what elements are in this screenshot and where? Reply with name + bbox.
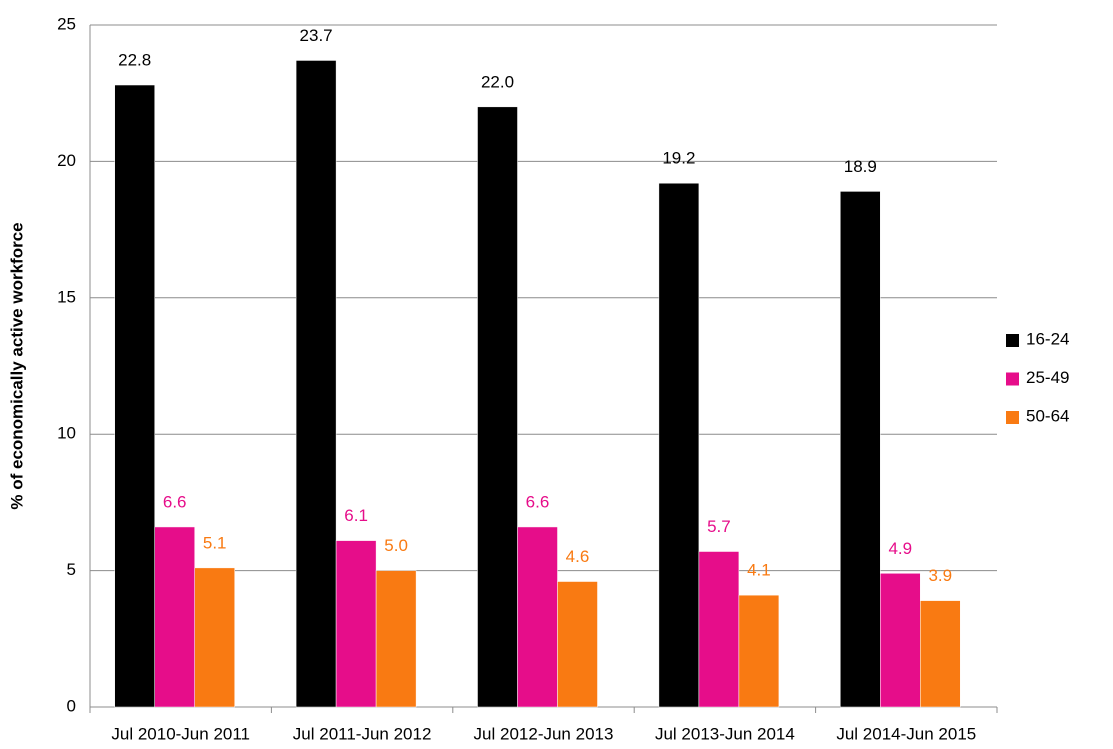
data-label: 4.1 bbox=[747, 561, 771, 580]
bar bbox=[517, 526, 558, 708]
data-label: 22.0 bbox=[481, 72, 514, 91]
y-tick-label: 10 bbox=[57, 424, 76, 443]
bar bbox=[154, 526, 195, 708]
bar bbox=[335, 540, 377, 708]
bar bbox=[698, 551, 740, 708]
y-tick-label: 15 bbox=[57, 287, 76, 306]
x-tick-label: Jul 2011-Jun 2012 bbox=[293, 724, 432, 743]
x-tick-label: Jul 2012-Jun 2013 bbox=[474, 724, 614, 743]
data-label: 6.6 bbox=[163, 492, 187, 511]
y-tick-label: 25 bbox=[57, 14, 76, 33]
bar bbox=[738, 594, 780, 708]
bar bbox=[114, 84, 155, 708]
bar bbox=[880, 573, 921, 708]
data-label: 3.9 bbox=[928, 566, 952, 585]
y-tick-label: 5 bbox=[67, 560, 76, 579]
legend-label: 16-24 bbox=[1026, 329, 1069, 348]
bar bbox=[920, 600, 961, 708]
data-label: 5.0 bbox=[384, 536, 408, 555]
y-tick-label: 0 bbox=[67, 696, 76, 715]
legend-label: 25-49 bbox=[1026, 368, 1069, 387]
legend-swatch bbox=[1006, 372, 1019, 386]
bar bbox=[194, 567, 235, 708]
data-label: 5.7 bbox=[707, 517, 731, 536]
y-axis-label: % of economically active workforce bbox=[7, 222, 26, 509]
data-label: 18.9 bbox=[844, 157, 877, 176]
legend-label: 50-64 bbox=[1026, 406, 1069, 425]
x-tick-label: Jul 2014-Jun 2015 bbox=[836, 724, 976, 743]
bar bbox=[375, 570, 417, 708]
bar bbox=[840, 191, 881, 708]
data-label: 19.2 bbox=[662, 149, 695, 168]
bar bbox=[658, 182, 700, 708]
data-label: 4.9 bbox=[888, 539, 912, 558]
bar bbox=[295, 60, 337, 708]
data-label: 5.1 bbox=[203, 533, 227, 552]
data-label: 4.6 bbox=[566, 547, 590, 566]
x-tick-label: Jul 2010-Jun 2011 bbox=[111, 724, 250, 743]
y-tick-label: 20 bbox=[57, 151, 76, 170]
x-tick-label: Jul 2013-Jun 2014 bbox=[655, 724, 795, 743]
data-label: 6.1 bbox=[344, 506, 368, 525]
bar bbox=[557, 581, 598, 708]
data-label: 23.7 bbox=[300, 26, 333, 45]
legend-swatch bbox=[1006, 334, 1019, 347]
data-label: 6.6 bbox=[526, 492, 550, 511]
bar bbox=[477, 106, 518, 708]
legend-swatch bbox=[1006, 411, 1019, 424]
data-label: 22.8 bbox=[118, 51, 151, 70]
